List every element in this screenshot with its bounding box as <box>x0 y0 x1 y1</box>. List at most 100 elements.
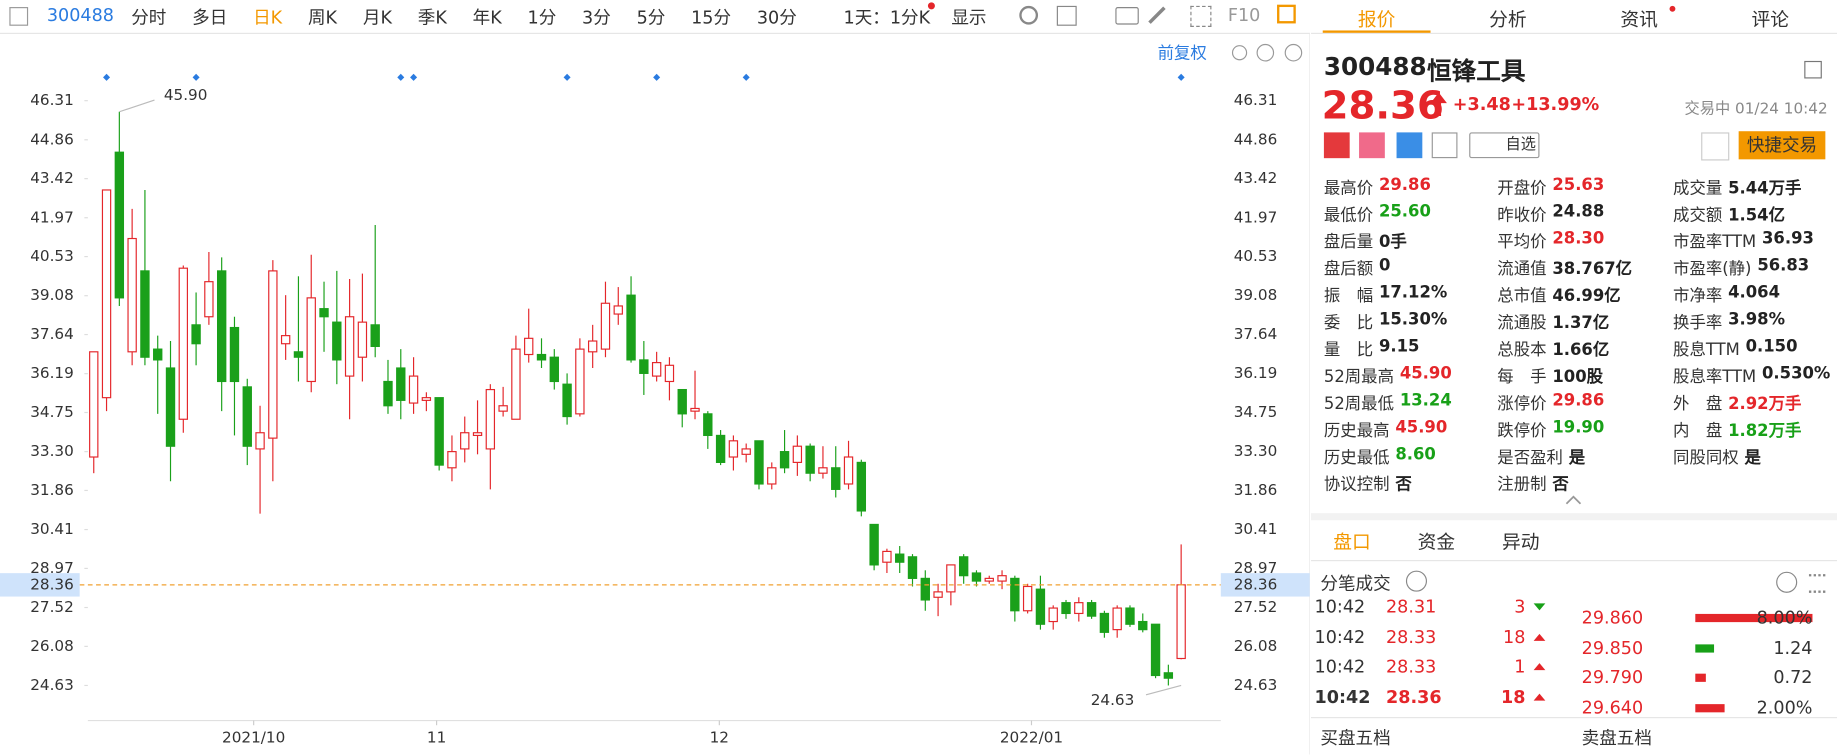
candle-body <box>460 432 470 450</box>
panel-tab[interactable]: 分析 <box>1489 8 1527 31</box>
y-tick-label: 43.42 <box>1234 169 1278 187</box>
sub-tab[interactable]: 资金 <box>1417 530 1456 553</box>
stat-label: 同股同权 <box>1673 448 1739 468</box>
candle-body <box>153 348 163 361</box>
stat-value: 56.83 <box>1757 256 1810 276</box>
candle-body <box>741 448 751 455</box>
y-tick-label: 27.52 <box>1234 598 1278 616</box>
candle-body <box>984 577 994 582</box>
period-tab[interactable]: 3分 <box>582 7 611 29</box>
candle-body <box>907 556 918 579</box>
stat-label: 流通值 <box>1497 260 1547 279</box>
candle-body <box>549 356 559 383</box>
y-tick-label: 44.86 <box>1234 130 1278 148</box>
stat-item: 股息率TTM 0.530% <box>1673 364 1830 387</box>
candle-body <box>370 324 380 348</box>
period-tab[interactable]: 15分 <box>691 7 732 29</box>
alert-icon[interactable] <box>1701 132 1730 161</box>
candle-body <box>1074 602 1084 615</box>
tag-icon[interactable] <box>1396 132 1423 159</box>
period-tab[interactable]: 日K <box>253 7 283 29</box>
event-marker[interactable] <box>653 73 661 81</box>
candle-body <box>703 413 713 437</box>
period-tab[interactable]: 月K <box>362 7 392 29</box>
period-tab[interactable]: 周K <box>307 7 338 29</box>
price-label-bg <box>1220 573 1310 597</box>
stat-item: 历史最高 45.90 <box>1324 418 1447 441</box>
candle-body <box>1163 672 1174 679</box>
period-tab[interactable]: 年K <box>472 7 502 29</box>
y-tick-label: 41.97 <box>30 208 74 226</box>
note-icon[interactable] <box>1431 132 1458 159</box>
adjust-mode[interactable]: 前复权 <box>1158 43 1207 62</box>
candle-body <box>408 375 419 404</box>
candle-body <box>255 432 265 450</box>
zoom-in-icon[interactable] <box>1284 43 1303 62</box>
collapse-icon[interactable] <box>1804 60 1822 79</box>
event-marker[interactable] <box>1177 73 1185 81</box>
panel-tab[interactable]: 报价 <box>1357 8 1396 31</box>
period-tab[interactable]: 1分 <box>527 7 557 29</box>
list-icon[interactable] <box>1808 574 1826 593</box>
tag-icon[interactable] <box>1359 132 1385 159</box>
undo-icon[interactable] <box>1231 45 1248 61</box>
display-select[interactable]: 显示 <box>951 7 987 29</box>
stock-code[interactable]: 300488 <box>46 4 114 26</box>
event-marker[interactable] <box>410 73 418 81</box>
event-marker[interactable] <box>397 73 405 81</box>
panel-tab[interactable]: 评论 <box>1751 8 1790 31</box>
candle-body <box>178 267 188 420</box>
interval-select[interactable]: 1天：1分K <box>843 7 931 29</box>
event-marker[interactable] <box>563 73 571 81</box>
event-marker[interactable] <box>742 73 750 81</box>
zoom-out-icon[interactable] <box>1256 43 1275 62</box>
period-tab[interactable]: 分时 <box>131 7 167 29</box>
settings-icon[interactable] <box>1019 5 1039 25</box>
period-tab[interactable]: 季K <box>417 7 447 29</box>
trade-status: 交易中 01/24 10:42 <box>1684 100 1828 119</box>
stat-label: 注册制 <box>1497 475 1547 495</box>
quick-trade-button[interactable]: 快捷交易 <box>1738 131 1826 160</box>
panel-tab[interactable]: 资讯 <box>1620 8 1658 31</box>
camera-icon[interactable] <box>1115 7 1139 25</box>
candle-body <box>1138 620 1148 631</box>
max-label: 45.90 <box>164 86 208 104</box>
level-price: 29.860 <box>1581 606 1644 628</box>
y-tick-label: 26.08 <box>1234 637 1278 655</box>
flag-icon[interactable] <box>1323 132 1350 159</box>
stat-value: 29.86 <box>1378 175 1431 195</box>
draw-icon[interactable] <box>1056 5 1077 26</box>
stat-value: 0.150 <box>1745 337 1798 357</box>
candle-body <box>600 302 611 350</box>
stat-value: 5.44万手 <box>1728 179 1802 199</box>
candle-body <box>728 440 739 458</box>
period-tab[interactable]: 多日 <box>192 7 228 29</box>
candle-body <box>651 362 662 377</box>
fullscreen-icon[interactable] <box>1190 5 1212 27</box>
candle-body <box>536 353 547 361</box>
y-tick-label: 46.31 <box>1234 91 1278 109</box>
sidebar-toggle[interactable] <box>9 7 29 26</box>
help-icon[interactable] <box>1405 570 1428 592</box>
stat-value: 45.90 <box>1395 418 1448 438</box>
candle-body <box>1048 607 1058 623</box>
event-marker[interactable] <box>192 73 200 81</box>
sub-tab[interactable]: 盘口 <box>1333 530 1371 553</box>
event-marker[interactable] <box>103 73 111 81</box>
candle-body <box>242 386 252 447</box>
stat-value: 2.92万手 <box>1728 394 1802 414</box>
sub-tab[interactable]: 异动 <box>1501 530 1540 553</box>
trades-title: 分笔成交 <box>1320 572 1391 595</box>
level-price: 29.640 <box>1581 696 1644 718</box>
period-tab[interactable]: 5分 <box>636 7 666 29</box>
watchlist-button[interactable]: 自选 <box>1469 132 1540 159</box>
panel-toggle[interactable] <box>1277 4 1296 24</box>
candle-body <box>524 337 534 356</box>
candle-body <box>895 553 905 563</box>
f10-button[interactable]: F10 <box>1227 4 1261 26</box>
stat-item: 52周最高 45.90 <box>1324 364 1452 387</box>
collapse-arrow[interactable] <box>1565 494 1582 506</box>
separator <box>1311 717 1837 719</box>
period-tab[interactable]: 30分 <box>756 7 797 29</box>
more-icon[interactable] <box>1776 571 1798 593</box>
